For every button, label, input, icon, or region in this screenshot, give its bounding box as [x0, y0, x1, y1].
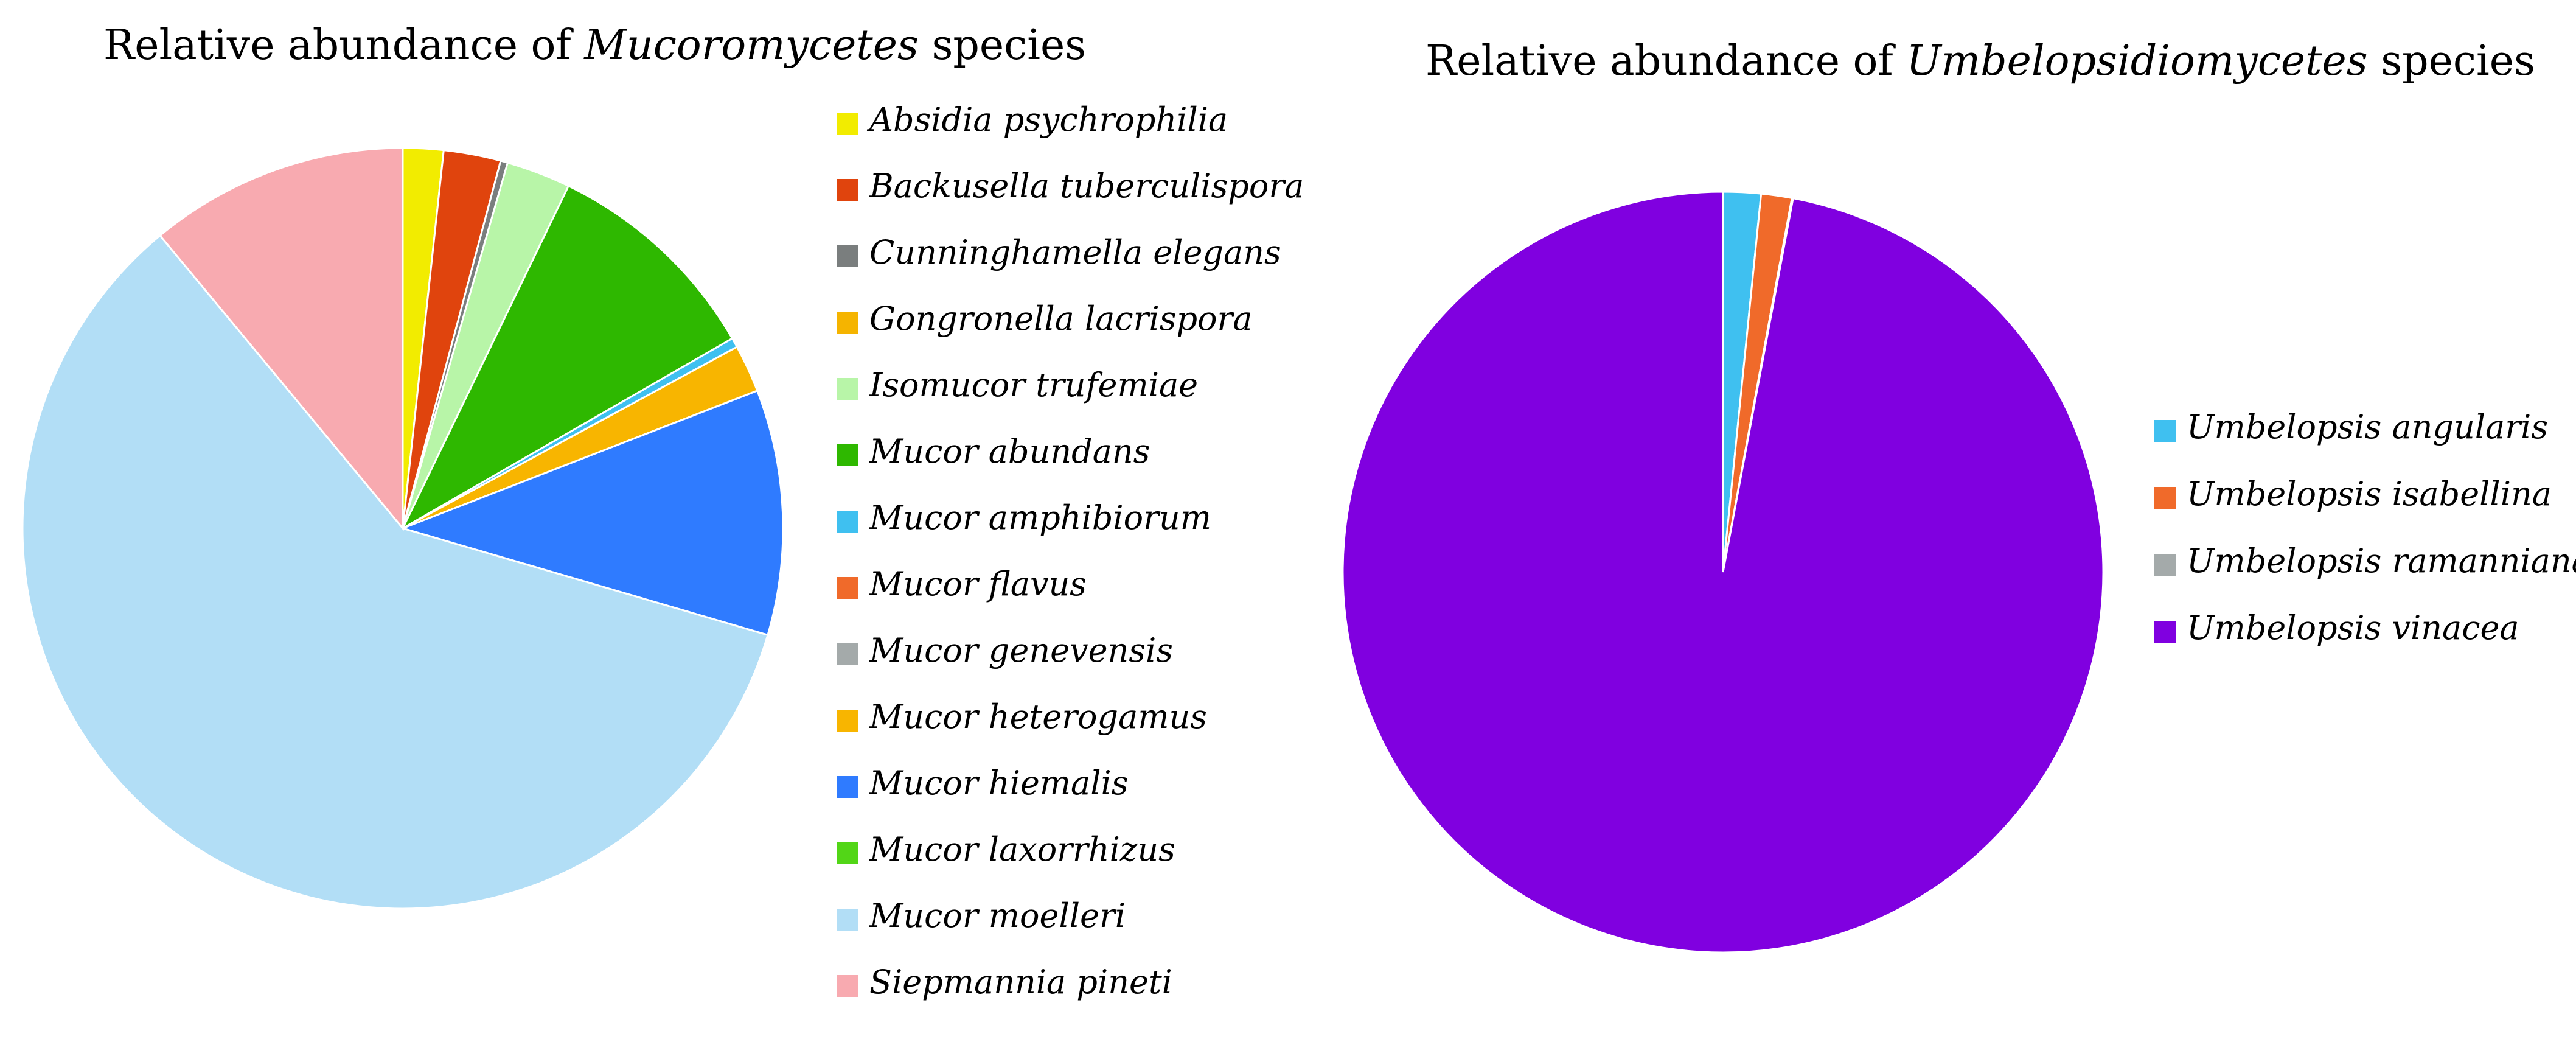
pie-slice-umbelopsis-vinacea	[1342, 191, 2104, 954]
legend-label-mucor-heterogamus: Mucor heterogamus	[869, 698, 1207, 736]
legend-swatch-siepmannia-pineti	[837, 975, 858, 997]
legend-swatch-mucor-amphibiorum	[837, 511, 858, 533]
legend-swatch-mucor-heterogamus	[837, 710, 858, 732]
legend-swatch-mucor-laxorrhizus	[837, 842, 858, 864]
legend-label-gongronella-lacrispora: Gongronella lacrispora	[869, 299, 1253, 338]
legend-label-umbelopsis-ramanniana: Umbelopsis ramanniana	[2187, 542, 2576, 580]
legend-swatch-umbelopsis-ramanniana	[2154, 554, 2176, 576]
pie-slice-mucor-abundans	[400, 184, 734, 531]
legend-label-mucor-laxorrhizus: Mucor laxorrhizus	[869, 830, 1175, 869]
legend-label-mucor-hiemalis: Mucor hiemalis	[869, 764, 1128, 802]
chart-mucoromycetes: Relative abundance of Mucoromycetes spec…	[21, 21, 1304, 1001]
legend-swatch-absidia-psychrophilia	[837, 113, 858, 135]
legend-swatch-gongronella-lacrispora	[837, 312, 858, 334]
legend-label-umbelopsis-vinacea: Umbelopsis vinacea	[2187, 609, 2519, 647]
legend-label-mucor-genevensis: Mucor genevensis	[869, 631, 1173, 670]
pie-slice-mucor-hiemalis	[400, 390, 784, 637]
legend-swatch-cunninghamella-elegans	[837, 245, 858, 267]
legend-swatch-umbelopsis-isabellina	[2154, 487, 2176, 509]
legend-swatch-isomucor-trufemiae	[837, 378, 858, 400]
legend-label-mucor-abundans: Mucor abundans	[869, 432, 1150, 470]
legend-swatch-umbelopsis-angularis	[2154, 420, 2176, 442]
legend-label-absidia-psychrophilia: Absidia psychrophilia	[866, 100, 1228, 139]
pie-umbelopsidiomycetes	[1342, 191, 2104, 954]
chart-title-mucoromycetes: Relative abundance of Mucoromycetes spec…	[103, 21, 1086, 69]
legend-swatch-backusella-tuberculispora	[837, 179, 858, 201]
legend-swatch-mucor-moelleri	[837, 909, 858, 931]
legend-swatch-mucor-genevensis	[837, 643, 858, 665]
legend-label-mucor-amphibiorum: Mucor amphibiorum	[869, 498, 1211, 537]
chart-title-umbelopsidiomycetes: Relative abundance of Umbelopsidiomycete…	[1426, 37, 2535, 85]
legend-label-umbelopsis-isabellina: Umbelopsis isabellina	[2187, 475, 2552, 513]
legend-label-isomucor-trufemiae: Isomucor trufemiae	[869, 366, 1198, 404]
legend-swatch-mucor-flavus	[837, 577, 858, 599]
chart-umbelopsidiomycetes: Relative abundance of Umbelopsidiomycete…	[1342, 37, 2576, 954]
legend-label-umbelopsis-angularis: Umbelopsis angularis	[2187, 408, 2548, 446]
pie-slice-siepmannia-pineti	[158, 147, 404, 531]
legend-swatch-mucor-abundans	[837, 444, 858, 466]
legend-label-cunninghamella-elegans: Cunninghamella elegans	[869, 233, 1281, 271]
legend-label-backusella-tuberculispora: Backusella tuberculispora	[869, 167, 1304, 205]
legend-label-mucor-moelleri: Mucor moelleri	[869, 897, 1126, 935]
pie-slice-mucor-moelleri	[21, 234, 769, 910]
pie-mucoromycetes	[21, 147, 784, 910]
legend-label-siepmannia-pineti: Siepmannia pineti	[869, 963, 1172, 1001]
legend-swatch-mucor-hiemalis	[837, 776, 858, 798]
legend-swatch-umbelopsis-vinacea	[2154, 621, 2176, 643]
legend-umbelopsidiomycetes: Umbelopsis angularis Umbelopsis isabellin…	[2154, 408, 2576, 647]
legend-mucoromycetes: Absidia psychrophilia Backusella tubercul…	[837, 100, 1304, 1001]
legend-label-mucor-flavus: Mucor flavus	[869, 565, 1087, 603]
